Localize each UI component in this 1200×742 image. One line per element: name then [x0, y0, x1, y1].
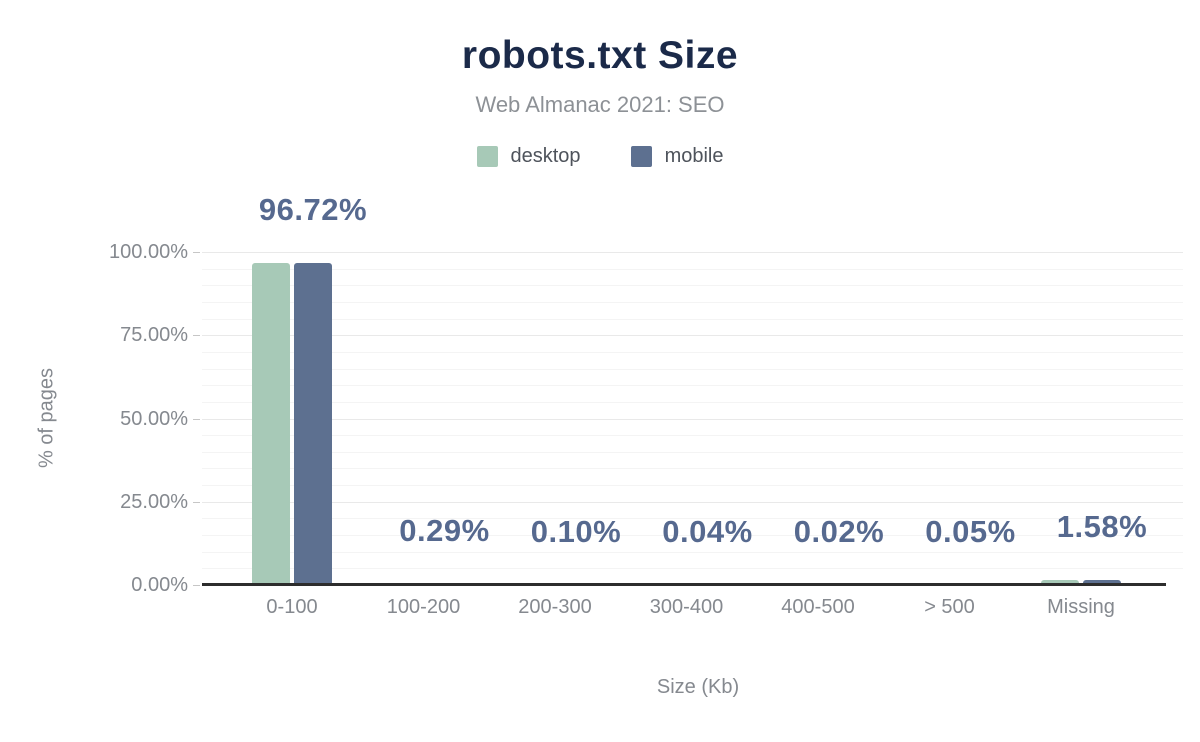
y-tick-label-25: 25.00%	[120, 490, 188, 513]
plot-area	[202, 252, 1183, 585]
bar-desktop-Missing	[1041, 579, 1079, 585]
annotation-200-300: 0.10%	[530, 513, 622, 549]
y-tick-mark-100	[193, 252, 200, 253]
legend-label: mobile	[664, 144, 724, 167]
bar-desktop-0-100	[252, 262, 290, 585]
x-axis-baseline	[202, 583, 1166, 586]
minor-gridline-60	[202, 385, 1183, 387]
major-gridline-50	[202, 418, 1183, 420]
legend-label: desktop	[510, 144, 581, 167]
chart-title: robots.txt Size	[461, 34, 739, 77]
bar-mobile-Missing	[1083, 579, 1121, 585]
major-gridline-75	[202, 335, 1183, 337]
y-tick-mark-50	[193, 418, 200, 420]
minor-gridline-15	[202, 535, 1183, 537]
bar-mobile-0-100	[294, 262, 332, 585]
minor-gridline-35	[202, 468, 1183, 470]
minor-gridline-90	[202, 285, 1183, 287]
minor-gridline-70	[202, 351, 1183, 353]
y-tick-label-0: 0.00%	[131, 574, 188, 596]
y-tick-mark-75	[193, 335, 200, 337]
x-tick-label-400-500: 400-500	[781, 596, 855, 618]
x-tick-label-> 500: > 500	[924, 596, 975, 618]
annotation-0-100: 96.72%	[258, 191, 368, 227]
major-gridline-100	[202, 252, 1183, 253]
y-tick-mark-25	[193, 501, 200, 503]
minor-gridline-80	[202, 318, 1183, 320]
minor-gridline-95	[202, 268, 1183, 270]
minor-gridline-45	[202, 435, 1183, 437]
x-tick-label-300-400: 300-400	[649, 596, 724, 618]
legend-swatch-mobile	[630, 145, 652, 167]
y-tick-label-100: 100.00%	[109, 241, 188, 263]
y-tick-mark-0	[193, 585, 200, 586]
annotation-> 500: 0.05%	[925, 513, 1016, 549]
minor-gridline-40	[202, 451, 1183, 453]
x-tick-label-Missing: Missing	[1047, 596, 1115, 618]
legend-item-mobile: mobile	[630, 144, 724, 168]
minor-gridline-10	[202, 551, 1183, 553]
annotation-Missing: 1.58%	[1056, 508, 1148, 544]
legend-item-desktop: desktop	[476, 144, 581, 168]
y-tick-label-50: 50.00%	[120, 407, 188, 430]
x-tick-label-0-100: 0-100	[266, 596, 318, 618]
minor-gridline-20	[202, 518, 1183, 520]
minor-gridline-55	[202, 401, 1183, 403]
legend: desktop mobile	[0, 143, 1200, 169]
chart-subtitle: Web Almanac 2021: SEO	[475, 92, 725, 117]
annotation-400-500: 0.02%	[793, 513, 885, 549]
x-axis-title: Size (Kb)	[656, 676, 740, 698]
minor-gridline-85	[202, 301, 1183, 303]
y-tick-label-75: 75.00%	[120, 324, 188, 347]
major-gridline-25	[202, 501, 1183, 503]
annotation-300-400: 0.04%	[662, 513, 753, 549]
x-tick-label-100-200: 100-200	[386, 596, 461, 618]
minor-gridline-30	[202, 485, 1183, 487]
minor-gridline-5	[202, 568, 1183, 570]
legend-swatch-desktop	[476, 145, 498, 167]
annotation-100-200: 0.29%	[399, 513, 490, 549]
x-tick-label-200-300: 200-300	[518, 596, 592, 618]
minor-gridline-65	[202, 368, 1183, 370]
